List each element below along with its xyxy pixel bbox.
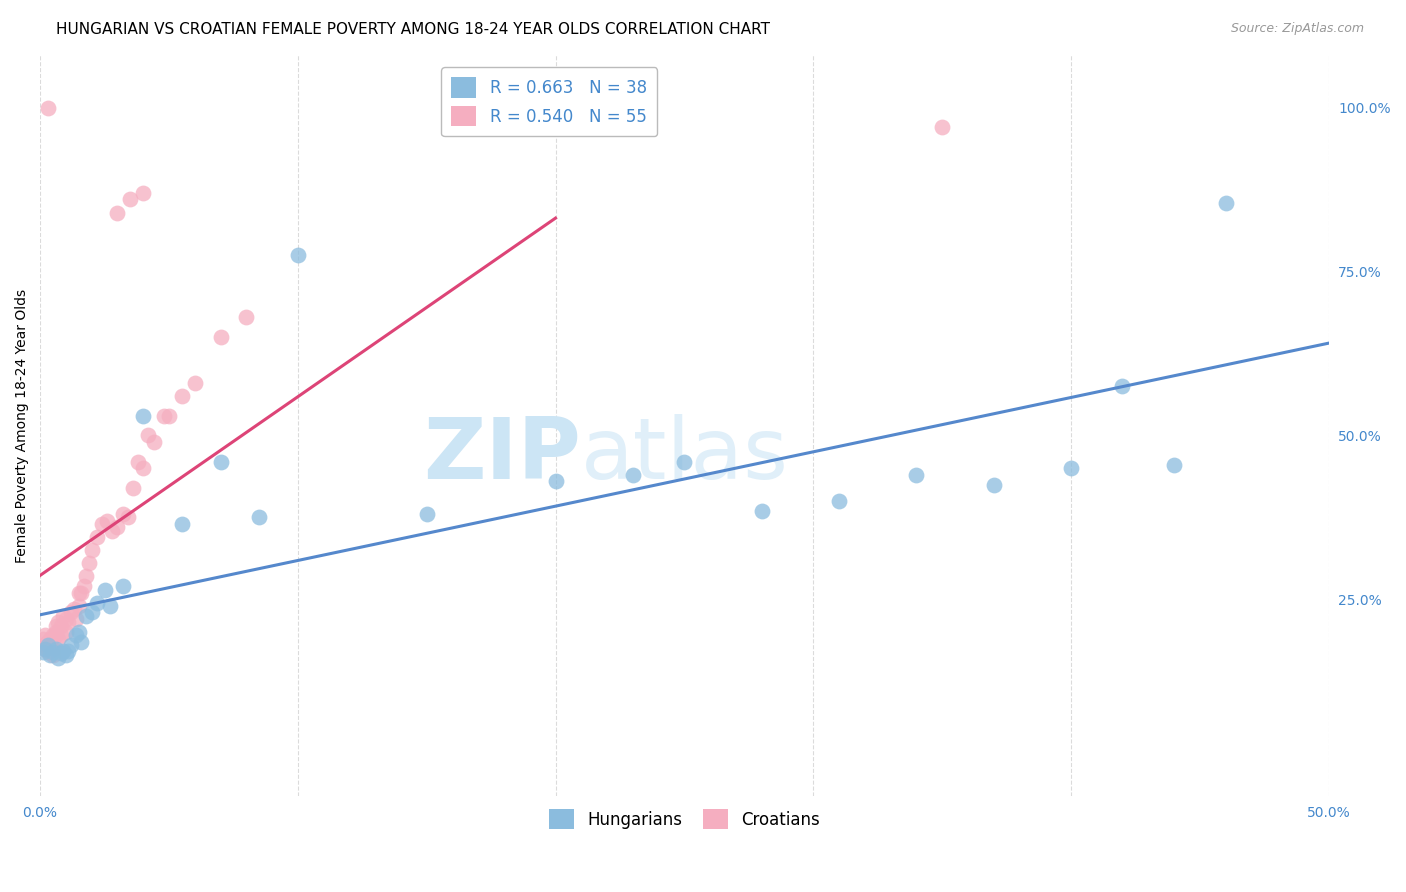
Point [751, 504, 773, 518]
Point [209, 455, 232, 469]
Legend: Hungarians, Croatians: Hungarians, Croatians [543, 802, 827, 836]
Point [46, 615, 69, 630]
Point [101, 524, 124, 538]
Point [52, 643, 75, 657]
Point [42, 645, 65, 659]
Point [34, 641, 56, 656]
Point [107, 520, 129, 534]
Point [931, 120, 953, 135]
Point [117, 510, 139, 524]
Point [153, 409, 176, 423]
Point [93, 582, 115, 597]
Point [138, 428, 160, 442]
Point [983, 477, 1005, 491]
Point [1060, 461, 1083, 475]
Point [42, 648, 65, 662]
Point [184, 376, 207, 390]
Point [170, 516, 193, 531]
Point [1215, 195, 1237, 210]
Point [45, 618, 67, 632]
Text: atlas: atlas [581, 414, 789, 497]
Point [37, 645, 59, 659]
Point [120, 193, 142, 207]
Point [34, 641, 56, 656]
Point [37, 101, 59, 115]
Point [49, 628, 72, 642]
Y-axis label: Female Poverty Among 18-24 Year Olds: Female Poverty Among 18-24 Year Olds [15, 288, 30, 563]
Point [67, 625, 90, 640]
Point [235, 310, 257, 325]
Point [73, 579, 96, 593]
Point [905, 467, 928, 482]
Point [49, 618, 72, 632]
Point [132, 186, 155, 200]
Text: ZIP: ZIP [423, 414, 581, 497]
Text: HUNGARIAN VS CROATIAN FEMALE POVERTY AMONG 18-24 YEAR OLDS CORRELATION CHART: HUNGARIAN VS CROATIAN FEMALE POVERTY AMO… [56, 22, 770, 37]
Point [67, 586, 90, 600]
Point [76, 569, 98, 583]
Point [52, 608, 75, 623]
Point [42, 641, 65, 656]
Point [415, 507, 437, 521]
Point [65, 612, 87, 626]
Point [544, 475, 567, 489]
Point [111, 579, 134, 593]
Point [96, 514, 118, 528]
Point [142, 435, 165, 450]
Point [1163, 458, 1185, 472]
Point [132, 461, 155, 475]
Point [31, 632, 53, 646]
Point [65, 628, 87, 642]
Point [39, 632, 62, 646]
Point [45, 641, 67, 656]
Point [77, 557, 100, 571]
Point [70, 586, 93, 600]
Point [45, 628, 67, 642]
Point [46, 632, 69, 646]
Point [67, 599, 90, 613]
Point [42, 628, 65, 642]
Point [209, 330, 232, 344]
Text: Source: ZipAtlas.com: Source: ZipAtlas.com [1230, 22, 1364, 36]
Point [34, 628, 56, 642]
Point [60, 638, 83, 652]
Point [49, 646, 72, 660]
Point [55, 625, 77, 640]
Point [828, 494, 851, 508]
Point [122, 481, 145, 495]
Point [86, 530, 108, 544]
Point [111, 507, 134, 521]
Point [86, 596, 108, 610]
Point [60, 606, 83, 620]
Point [76, 608, 98, 623]
Point [55, 648, 77, 662]
Point [58, 615, 80, 630]
Point [31, 638, 53, 652]
Point [98, 599, 121, 613]
Point [80, 543, 103, 558]
Point [62, 602, 84, 616]
Point [39, 648, 62, 662]
Point [1111, 379, 1133, 393]
Point [37, 635, 59, 649]
Point [673, 455, 696, 469]
Point [91, 516, 114, 531]
Point [45, 625, 67, 640]
Point [127, 455, 149, 469]
Point [70, 635, 93, 649]
Point [31, 645, 53, 659]
Point [132, 409, 155, 423]
Point [46, 651, 69, 665]
Point [157, 409, 180, 423]
Point [55, 612, 77, 626]
Point [58, 643, 80, 657]
Point [247, 510, 270, 524]
Point [80, 606, 103, 620]
Point [39, 638, 62, 652]
Point [107, 205, 129, 219]
Point [621, 467, 644, 482]
Point [170, 389, 193, 403]
Point [37, 638, 59, 652]
Point [287, 248, 309, 262]
